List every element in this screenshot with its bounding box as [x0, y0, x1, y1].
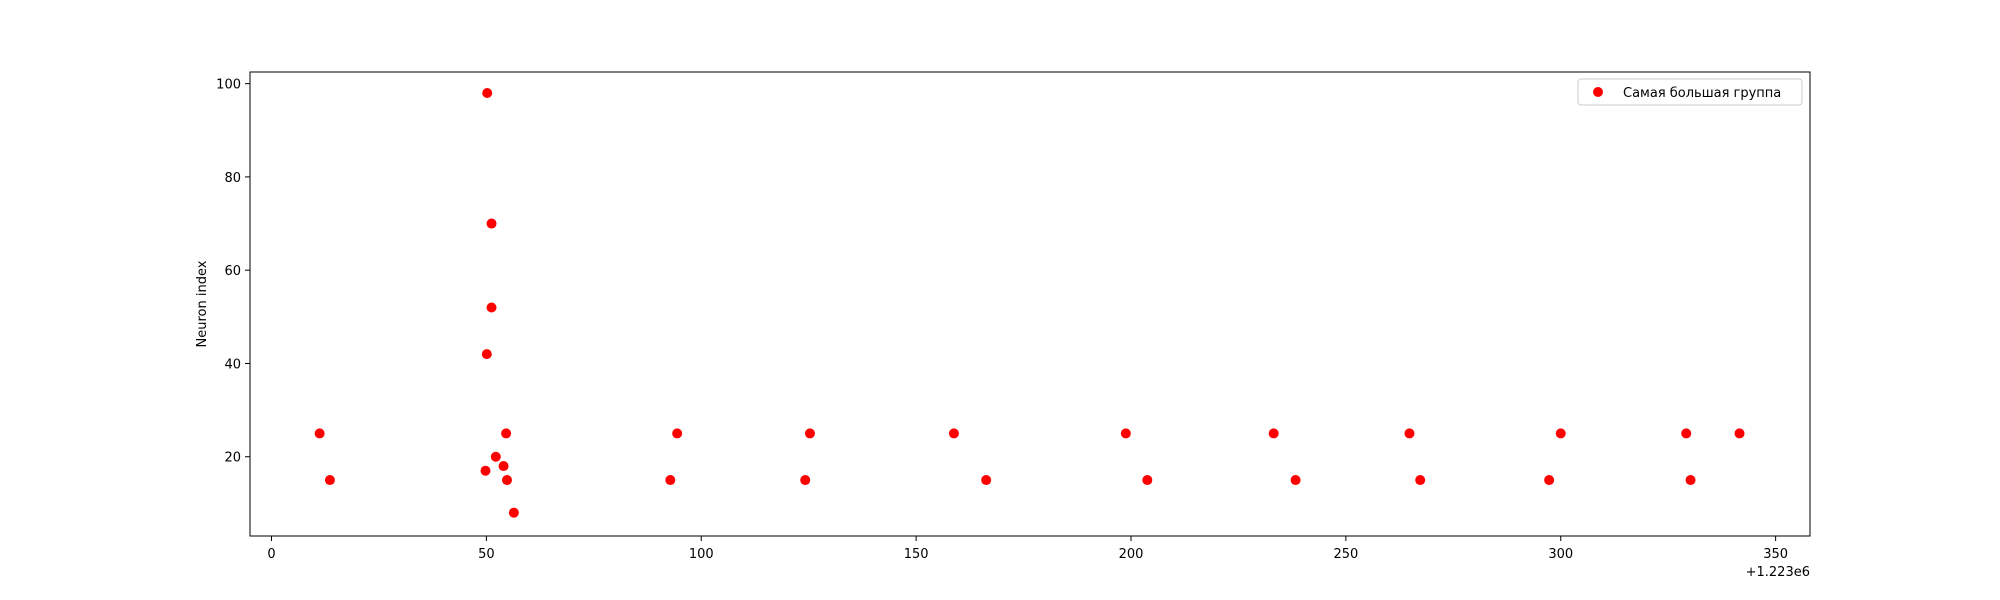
data-point	[1734, 428, 1745, 439]
y-tick-label: 40	[224, 357, 241, 372]
data-point	[1555, 428, 1566, 439]
data-points	[314, 87, 1745, 518]
data-point	[672, 428, 683, 439]
data-point	[948, 428, 959, 439]
x-axis: 0 50 100 150 200 250 300 350	[267, 536, 1788, 562]
x-tick-label: 50	[478, 547, 495, 562]
data-point	[665, 475, 676, 486]
data-point	[480, 465, 491, 476]
data-point	[1268, 428, 1279, 439]
data-point	[508, 507, 519, 518]
y-tick-label: 20	[224, 451, 241, 466]
x-tick-label: 200	[1119, 547, 1144, 562]
x-tick-label: 250	[1333, 547, 1358, 562]
data-point	[486, 218, 497, 229]
y-axis-label: Neuron index	[195, 260, 210, 347]
plot-area	[249, 71, 1811, 537]
data-point	[1290, 475, 1301, 486]
data-point	[1142, 475, 1153, 486]
data-point	[324, 475, 335, 486]
data-point	[804, 428, 815, 439]
data-point	[314, 428, 325, 439]
data-point	[1415, 475, 1426, 486]
data-point	[501, 475, 512, 486]
data-point	[981, 475, 992, 486]
data-point	[481, 349, 492, 360]
data-point	[486, 302, 497, 313]
data-point	[1404, 428, 1415, 439]
legend-marker	[1593, 87, 1603, 97]
x-tick-label: 350	[1763, 547, 1788, 562]
data-point	[498, 461, 509, 472]
data-point	[1681, 428, 1692, 439]
data-point	[490, 451, 501, 462]
x-tick-label: 0	[267, 547, 275, 562]
y-tick-label: 80	[224, 171, 241, 186]
data-point	[1544, 475, 1555, 486]
legend: Самая большая группа	[1577, 78, 1803, 106]
data-point	[1120, 428, 1131, 439]
legend-label: Самая большая группа	[1623, 86, 1781, 101]
x-axis-offset-label: +1.223e6	[1746, 565, 1810, 580]
legend-box	[1577, 78, 1803, 106]
y-axis: 20 40 60 80 100	[216, 78, 250, 466]
data-point	[1685, 475, 1696, 486]
x-tick-label: 100	[689, 547, 714, 562]
x-tick-label: 150	[904, 547, 929, 562]
data-point	[501, 428, 512, 439]
x-tick-label: 300	[1548, 547, 1573, 562]
data-point	[482, 87, 493, 98]
plot-frame	[249, 71, 1811, 537]
y-tick-label: 60	[224, 264, 241, 279]
y-tick-label: 100	[216, 78, 241, 93]
data-point	[800, 475, 811, 486]
